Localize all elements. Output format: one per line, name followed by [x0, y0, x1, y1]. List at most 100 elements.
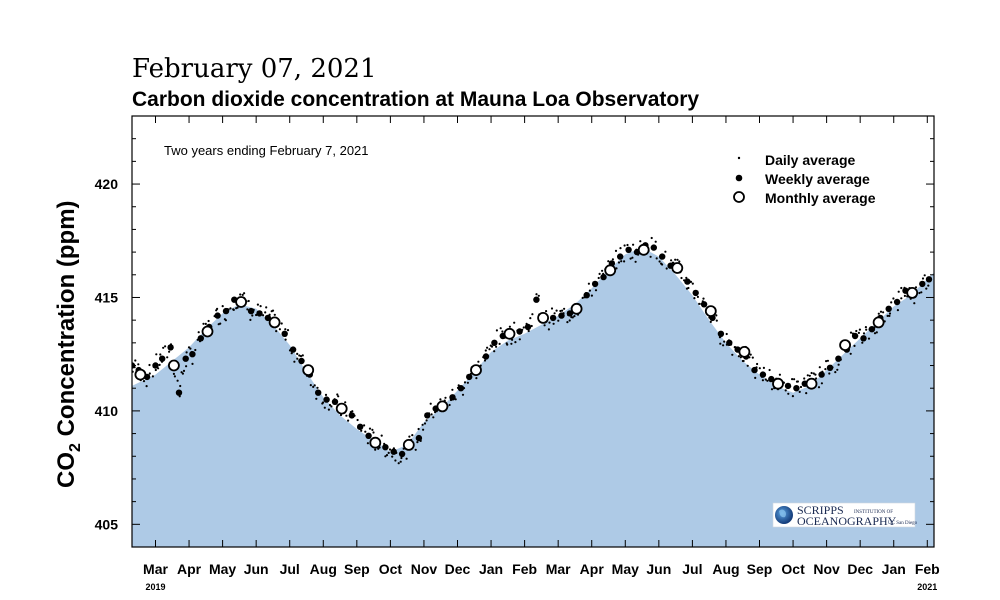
- plot-frame: [131, 115, 935, 548]
- daily-point: [649, 255, 652, 258]
- daily-point: [812, 372, 815, 375]
- daily-point: [719, 342, 722, 345]
- daily-point: [715, 319, 718, 322]
- daily-point: [510, 342, 513, 345]
- daily-point: [561, 309, 564, 312]
- x-tick-label: Oct: [781, 561, 805, 577]
- monthly-point: [738, 345, 751, 358]
- daily-point: [810, 371, 813, 375]
- daily-point: [557, 319, 560, 322]
- x-tick-label: Nov: [813, 561, 840, 577]
- daily-point: [363, 424, 366, 427]
- weekly-point: [214, 312, 221, 319]
- legend-weekly-label: Weekly average: [765, 171, 870, 187]
- monthly-point: [671, 262, 684, 274]
- daily-point: [751, 356, 754, 359]
- daily-point: [293, 360, 296, 363]
- weekly-point: [449, 394, 456, 401]
- weekly-point: [558, 312, 565, 319]
- daily-point: [693, 297, 696, 300]
- y-tick-label: 405: [95, 516, 119, 532]
- y-axis-label: CO2 Concentration (ppm): [53, 200, 84, 488]
- x-tick-label: Apr: [177, 561, 202, 577]
- x-tick-label: Feb: [915, 561, 940, 577]
- weekly-point: [315, 389, 322, 396]
- daily-point: [594, 289, 598, 292]
- daily-point: [709, 320, 712, 323]
- daily-point: [488, 348, 491, 351]
- daily-point: [826, 359, 830, 362]
- daily-point: [535, 293, 538, 296]
- daily-point: [890, 301, 893, 304]
- y-tick-label: 420: [95, 176, 119, 192]
- scripps-logo: SCRIPPS INSTITUTION OF OCEANOGRAPHY UC S…: [772, 502, 918, 528]
- daily-point: [185, 365, 188, 368]
- daily-point: [219, 322, 222, 325]
- x-tick-label: Aug: [310, 561, 337, 577]
- daily-point: [791, 395, 795, 398]
- weekly-point: [533, 296, 540, 303]
- monthly-point: [167, 359, 180, 372]
- daily-point: [380, 434, 383, 437]
- x-tick-label: Jun: [646, 561, 671, 577]
- daily-point: [623, 244, 626, 247]
- daily-point: [655, 257, 658, 260]
- daily-point: [702, 297, 705, 300]
- weekly-point: [784, 382, 792, 390]
- daily-point: [715, 314, 718, 317]
- x-tick-label: Nov: [411, 561, 438, 577]
- weekly-point: [424, 412, 431, 419]
- daily-point: [322, 401, 325, 404]
- daily-point: [224, 319, 227, 322]
- daily-point: [543, 324, 546, 327]
- daily-point: [316, 386, 319, 389]
- daily-point: [265, 306, 268, 309]
- daily-point: [555, 309, 558, 312]
- daily-point: [425, 419, 428, 422]
- daily-point: [537, 294, 540, 297]
- date-title: February 07, 2021: [132, 54, 377, 84]
- daily-point: [527, 329, 530, 333]
- daily-point: [588, 289, 592, 292]
- daily-point: [280, 322, 283, 325]
- svg-text:INSTITUTION OF: INSTITUTION OF: [854, 510, 893, 515]
- weekly-point: [382, 444, 389, 451]
- weekly-point: [457, 385, 465, 392]
- daily-point: [495, 345, 498, 348]
- daily-point: [553, 312, 556, 315]
- daily-point: [853, 344, 856, 347]
- daily-point: [180, 371, 183, 374]
- daily-point: [422, 428, 425, 431]
- weekly-point: [625, 246, 632, 253]
- daily-point: [849, 331, 853, 334]
- weekly-point: [885, 305, 892, 312]
- daily-point: [439, 398, 442, 401]
- weekly-point: [491, 339, 498, 346]
- weekly-point: [919, 280, 926, 288]
- daily-point: [770, 388, 774, 391]
- weekly-point: [159, 355, 166, 362]
- daily-point: [737, 355, 741, 358]
- daily-point: [315, 397, 318, 400]
- daily-point: [787, 392, 790, 395]
- daily-point: [173, 375, 176, 378]
- x-tick-label: Oct: [379, 561, 403, 577]
- daily-point: [148, 372, 151, 375]
- y-tick-label: 415: [95, 289, 119, 305]
- weekly-point: [482, 353, 490, 360]
- daily-point: [611, 258, 615, 261]
- daily-point: [571, 316, 574, 319]
- daily-point: [241, 293, 244, 296]
- daily-point: [913, 302, 916, 305]
- daily-point: [756, 362, 759, 366]
- daily-point: [312, 385, 315, 388]
- daily-point: [466, 381, 469, 384]
- daily-point: [284, 328, 287, 331]
- daily-point: [299, 355, 303, 358]
- weekly-point: [583, 292, 590, 299]
- daily-point: [607, 260, 610, 263]
- weekly-point: [323, 396, 330, 403]
- daily-point: [855, 329, 858, 333]
- daily-point: [858, 328, 862, 331]
- daily-point: [313, 384, 316, 387]
